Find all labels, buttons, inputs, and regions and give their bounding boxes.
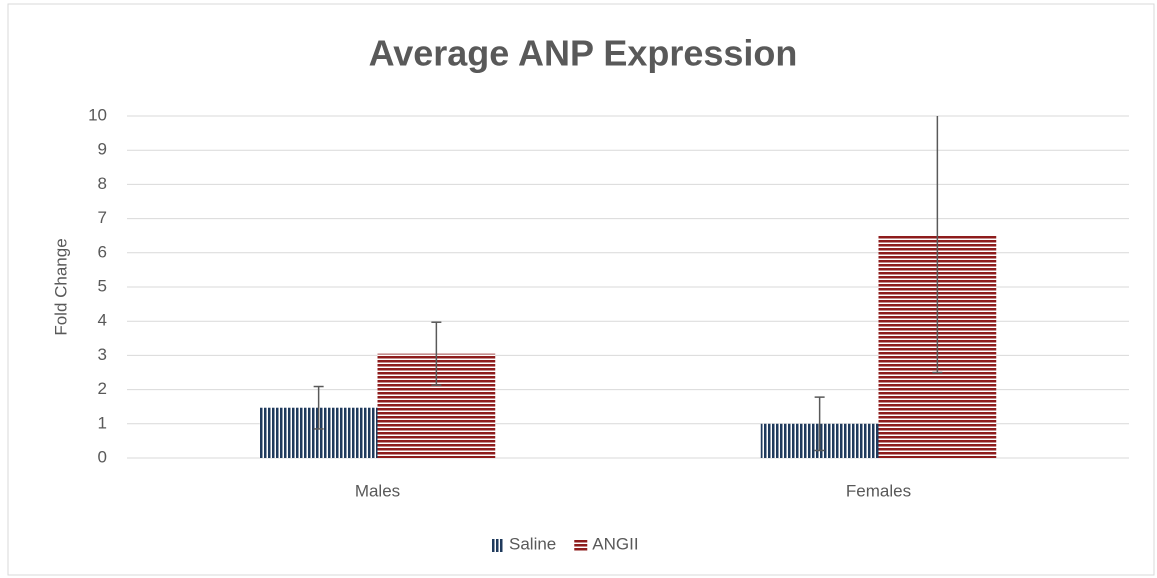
y-axis-label: Fold Change: [51, 238, 70, 335]
y-tick-label: 8: [98, 174, 107, 193]
y-tick-label: 0: [98, 447, 107, 466]
error-bar: [814, 396, 825, 452]
y-tick-label: 4: [98, 311, 107, 330]
legend-label: ANGII: [592, 534, 638, 553]
legend-label: Saline: [509, 534, 556, 553]
legend-swatch: [574, 539, 588, 552]
error-bar: [932, 116, 943, 374]
x-tick-label: Males: [355, 481, 400, 500]
legend-swatch: [491, 539, 504, 552]
error-bar: [431, 321, 442, 386]
x-tick-label: Females: [846, 481, 911, 500]
y-tick-label: 7: [98, 208, 107, 227]
y-tick-label: 9: [98, 140, 107, 159]
chart-title: Average ANP Expression: [369, 33, 798, 74]
y-tick-label: 2: [98, 379, 107, 398]
y-tick-label: 10: [88, 105, 107, 124]
y-tick-label: 5: [98, 276, 107, 295]
error-bar: [313, 385, 324, 430]
y-tick-label: 6: [98, 242, 107, 261]
y-tick-label: 1: [98, 413, 107, 432]
y-tick-label: 3: [98, 345, 107, 364]
